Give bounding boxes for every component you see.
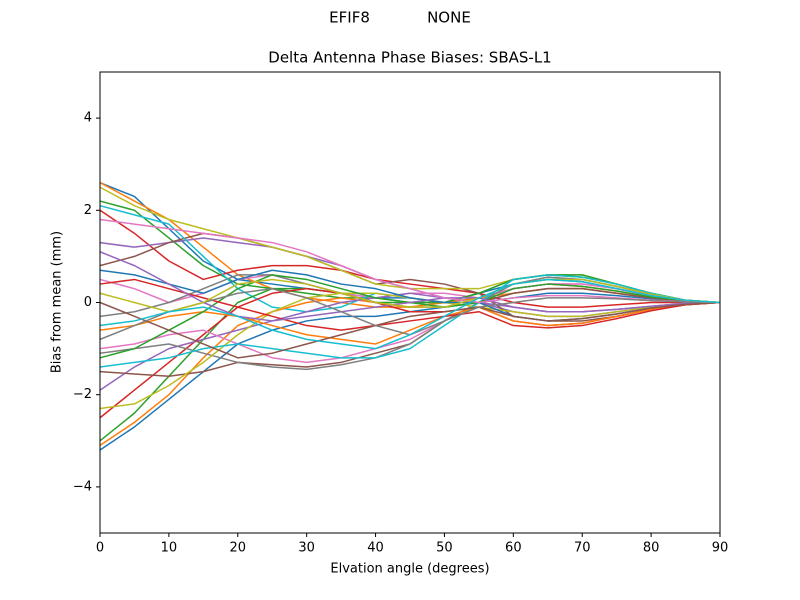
series-line xyxy=(99,278,721,313)
chart-title: Delta Antenna Phase Biases: SBAS-L1 xyxy=(268,49,551,67)
x-tick-label: 40 xyxy=(367,541,384,556)
x-tick-label: 60 xyxy=(505,541,522,556)
x-tick-label: 30 xyxy=(298,541,315,556)
x-tick-label: 50 xyxy=(436,541,453,556)
y-tick-label: −4 xyxy=(73,479,92,494)
x-tick-label: 10 xyxy=(161,541,178,556)
y-tick-label: 4 xyxy=(84,111,92,126)
x-tick-label: 70 xyxy=(574,541,591,556)
x-tick-label: 0 xyxy=(96,541,104,556)
series-line xyxy=(99,209,720,308)
series-line xyxy=(99,274,721,368)
x-axis-label: Elvation angle (degrees) xyxy=(330,562,489,577)
y-axis-label: Bias from mean (mm) xyxy=(50,231,65,373)
series-line xyxy=(99,218,721,304)
series-line xyxy=(99,278,721,350)
x-tick-label: 80 xyxy=(643,541,660,556)
series-line xyxy=(99,278,721,331)
series-line xyxy=(99,301,721,359)
x-tick-label: 20 xyxy=(230,541,247,556)
suptitle: EFIF8 NONE xyxy=(329,9,471,27)
plot-area xyxy=(99,181,721,451)
y-tick-label: 2 xyxy=(84,203,92,218)
y-tick-label: −2 xyxy=(73,387,92,402)
x-tick-label: 90 xyxy=(712,541,729,556)
y-tick-label: 0 xyxy=(84,295,92,310)
